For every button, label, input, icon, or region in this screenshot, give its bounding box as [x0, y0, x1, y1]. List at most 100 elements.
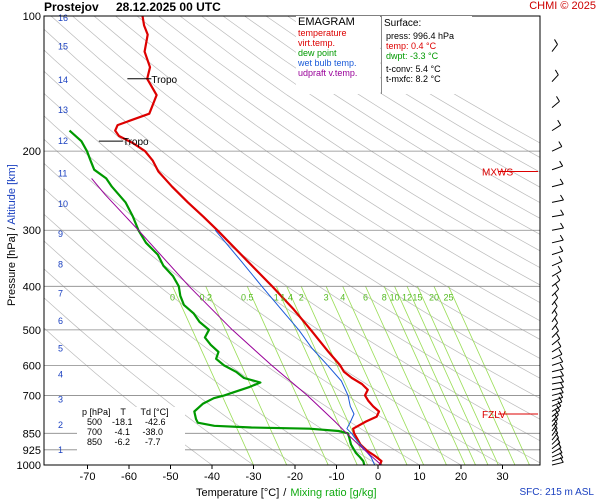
wind-barb-feather [560, 382, 564, 388]
wind-barb-feather [556, 96, 560, 102]
mixing-ratio-label: 0.2 [199, 292, 212, 302]
legend-wet-bulb: wet bulb temp. [298, 58, 357, 68]
plot-frame [43, 15, 541, 466]
wind-barb-feather [559, 234, 564, 241]
mixing-ratio-label: 15 [412, 292, 422, 302]
wind-barb [551, 306, 558, 314]
credit-link[interactable]: CHMI © 2025 [529, 0, 596, 12]
x-tick-label: -40 [204, 471, 220, 483]
y-tick-label: 400 [23, 281, 41, 293]
wind-barb [551, 387, 564, 391]
wind-barb [551, 375, 564, 379]
x-tick-label: -60 [121, 471, 137, 483]
level-table-header: p [hPa] T Td [°C] [77, 407, 169, 417]
wind-barb [551, 146, 563, 152]
wind-barb [551, 288, 559, 297]
surface-tconv: t-conv: 5.4 °C [386, 64, 441, 74]
y-axis-altitude-label: Altitude [km] [6, 164, 18, 225]
surface-tmxfc: t-mxfc: 8.2 °C [386, 74, 441, 84]
dry-adiabat-line [44, 49, 540, 399]
wind-barb-feather [554, 39, 558, 45]
wind-barb [551, 428, 558, 436]
mixing-ratio-label: 4 [340, 292, 345, 302]
legend-temperature: temperature [298, 28, 347, 38]
wind-barb [551, 401, 563, 407]
mixing-ratio-line [246, 286, 329, 465]
dry-adiabat-line [136, 16, 540, 286]
wind-barb [551, 457, 563, 462]
wind-barb [551, 338, 560, 346]
level-table-row: 500 -18.1 -42.6 [77, 417, 166, 427]
x-tick-label: -70 [80, 471, 96, 483]
x-axis-separator: / [283, 487, 287, 499]
x-tick-label: 30 [496, 471, 508, 483]
wind-barb [551, 368, 564, 373]
wind-barb-feather [558, 256, 563, 262]
altitude-label: 8 [58, 260, 63, 270]
wind-barb-feather [557, 265, 562, 272]
y-axis-title: Pressure [hPa] / Altitude [km] [6, 164, 18, 306]
legend-virt-temp: virt.temp. [298, 38, 336, 48]
wind-barb [551, 44, 558, 52]
wind-barb [551, 353, 563, 360]
dry-adiabat-line [72, 16, 540, 340]
tropopause-label: Tropo [123, 137, 149, 148]
mixing-ratio-label: 10 [390, 292, 400, 302]
legend-updraft: udpraft v.temp. [298, 68, 358, 78]
mxws-label: MXWS [482, 168, 513, 179]
mixing-ratio-line [383, 286, 466, 465]
dry-adiabat-line [44, 28, 540, 379]
profile-wet-bulb-temp [214, 229, 376, 465]
wind-barb [551, 279, 561, 287]
wind-barb [551, 452, 563, 458]
mixing-ratio-line [325, 286, 408, 465]
dry-adiabat-line [44, 70, 540, 420]
wind-barb-feather [554, 69, 559, 76]
x-tick-label: 20 [455, 471, 467, 483]
dry-adiabat-line [44, 92, 540, 442]
wind-barb [551, 396, 563, 402]
mixing-ratio-label: 0 [170, 292, 175, 302]
wind-barb-feather [555, 325, 559, 332]
wind-barb-feather [557, 119, 562, 126]
mixing-ratio-label: 0.5 [241, 292, 254, 302]
dry-adiabat-line [115, 16, 540, 304]
x-axis-temp-label: Temperature [°C] [196, 487, 280, 499]
x-tick-label: 10 [413, 471, 425, 483]
wind-barb-feather [554, 292, 559, 299]
wind-barb [551, 227, 564, 231]
mixing-ratio-line [406, 286, 489, 465]
wind-barb [551, 250, 563, 256]
mixing-ratio-label: 20 [429, 292, 439, 302]
wind-barb-feather [554, 317, 559, 324]
profile-temperature [114, 16, 383, 465]
altitude-label: 9 [58, 229, 63, 239]
surface-elevation-note: SFC: 215 m ASL [519, 487, 594, 498]
level-table-row: 700 -4.1 -38.0 [77, 427, 164, 437]
y-tick-label: 850 [23, 428, 41, 440]
x-tick-label: -20 [287, 471, 303, 483]
dry-adiabat-line [244, 16, 540, 204]
surface-press: press: 996.4 hPa [386, 31, 455, 41]
mixing-ratio-line [448, 286, 530, 465]
wind-barb-feather [555, 432, 560, 439]
wind-barb-feather [558, 141, 563, 147]
x-axis-mixing-label: Mixing ratio [g/kg] [290, 487, 377, 499]
dry-adiabat-line [222, 16, 540, 219]
altitude-label: 3 [58, 395, 63, 405]
profile-dew-point [68, 129, 366, 465]
altitude-label: 12 [58, 136, 68, 146]
y-tick-label: 300 [23, 225, 41, 237]
wind-barb [551, 314, 558, 323]
wind-barb-feather [555, 283, 560, 290]
wind-barb-feather [560, 370, 564, 376]
wind-barb [551, 414, 559, 422]
plot-area [44, 16, 540, 465]
surface-info: Surface: press: 996.4 hPa temp: 0.4 °C d… [381, 16, 472, 94]
wind-barb [551, 270, 562, 277]
mixing-ratio-line [365, 286, 447, 465]
wind-barb [551, 199, 564, 203]
altitude-label: 16 [58, 13, 68, 23]
wind-barb-feather [556, 274, 561, 281]
level-table-row: 850 -6.2 -7.7 [77, 437, 161, 447]
